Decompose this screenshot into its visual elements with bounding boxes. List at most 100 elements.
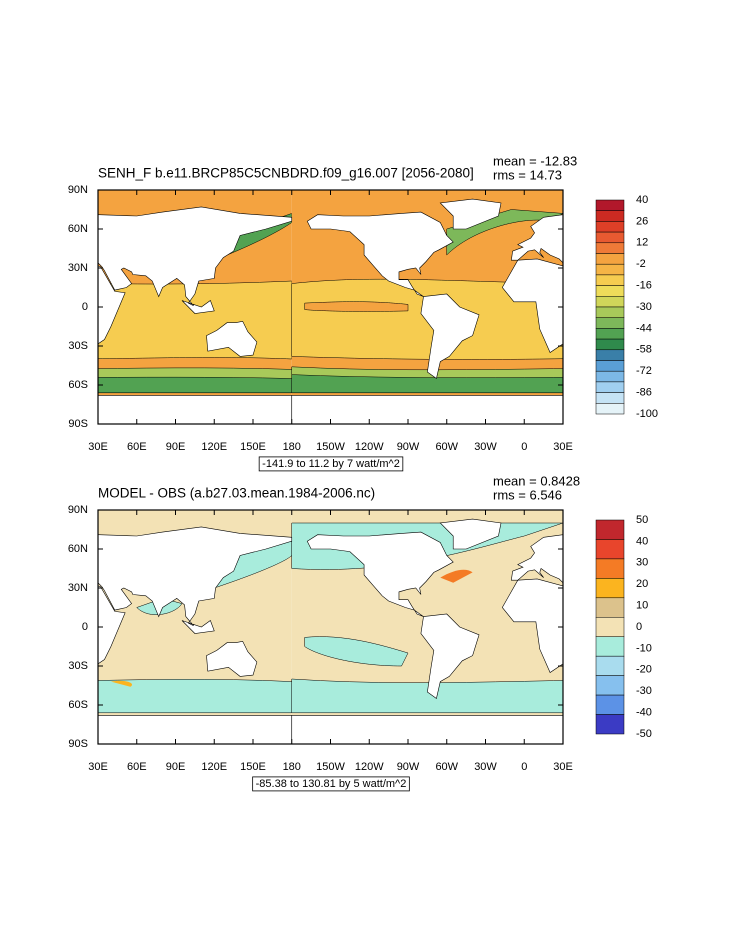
colorbar-label: 40 [636, 194, 648, 206]
colorbar-box [595, 285, 625, 297]
mean-stat: mean = 0.8428 [493, 473, 580, 488]
lon-label: 90W [397, 761, 420, 773]
colorbar-box [595, 597, 625, 618]
lon-label: 90E [166, 761, 186, 773]
colorbar-box [595, 694, 625, 715]
lat-label: 90S [68, 418, 88, 430]
colorbar-box [595, 381, 625, 393]
colorbar-label: -100 [636, 408, 658, 420]
colorbar-box [595, 199, 625, 211]
colorbar-box [595, 328, 625, 340]
lat-label: 60S [68, 699, 88, 711]
contour-info: -141.9 to 11.2 by 7 watt/m^2 [262, 458, 400, 470]
colorbar-box [595, 714, 625, 735]
colorbar-box [595, 578, 625, 599]
lat-label: 90N [68, 184, 88, 196]
colorbar-label: -86 [636, 387, 652, 399]
lon-label: 150W [316, 441, 345, 453]
colorbar-box [595, 539, 625, 560]
lon-label: 180 [283, 761, 301, 773]
lon-label: 120E [201, 441, 227, 453]
colorbar-label: -58 [636, 344, 652, 356]
lat-label: 60N [68, 543, 88, 555]
lon-label: 30E [553, 441, 573, 453]
colorbar-box [595, 392, 625, 404]
colorbar-label: 50 [636, 514, 648, 526]
colorbar-box [595, 317, 625, 329]
lon-label: 180 [283, 441, 301, 453]
colorbar-label: 30 [636, 557, 648, 569]
colorbar-box [595, 338, 625, 351]
colorbar-label: -72 [636, 365, 652, 377]
colorbar-label: -2 [636, 258, 646, 270]
colorbar-label: -50 [636, 728, 652, 740]
lon-label: 150E [240, 761, 266, 773]
colorbar-box [595, 360, 625, 372]
colorbar-box [595, 675, 625, 696]
colorbar-label: 40 [636, 535, 648, 547]
lon-label: 150W [316, 761, 345, 773]
lat-label: 60S [68, 379, 88, 391]
colorbar-box [595, 655, 625, 676]
lon-label: 0 [521, 761, 527, 773]
colorbar-box [595, 253, 625, 265]
colorbar-box [595, 263, 625, 276]
lon-label: 30E [88, 761, 108, 773]
colorbar-box [595, 370, 625, 383]
lon-label: 60E [127, 761, 147, 773]
colorbar-box [595, 558, 625, 579]
lon-label: 0 [521, 441, 527, 453]
colorbar-label: 26 [636, 215, 648, 227]
lon-label: 30W [474, 441, 497, 453]
colorbar-box [595, 221, 625, 233]
colorbar-label: 0 [636, 621, 642, 633]
colorbar-box [595, 617, 625, 637]
mean-stat: mean = -12.83 [493, 153, 577, 168]
lat-label: 90N [68, 504, 88, 516]
lon-label: 60W [435, 441, 458, 453]
lat-label: 0 [82, 621, 88, 633]
colorbar-box [595, 519, 625, 540]
colorbar-label: -16 [636, 280, 652, 292]
lon-label: 30E [88, 441, 108, 453]
lat-label: 30N [68, 262, 88, 274]
lon-label: 120W [355, 441, 384, 453]
colorbar-box [595, 274, 625, 286]
colorbar-label: -40 [636, 707, 652, 719]
lon-label: 90W [397, 441, 420, 453]
contour-info: -85.38 to 130.81 by 5 watt/m^2 [256, 778, 407, 790]
panel-title: MODEL - OBS (a.b27.03.mean.1984-2006.nc) [98, 486, 375, 501]
rms-stat: rms = 6.546 [493, 487, 562, 502]
colorbar-box [595, 403, 625, 415]
lon-label: 30W [474, 761, 497, 773]
lat-label: 30S [68, 660, 88, 672]
colorbar-box [595, 231, 625, 244]
colorbar-box [595, 296, 625, 308]
contour-info-box [258, 456, 404, 472]
colorbar-label: -20 [636, 664, 652, 676]
colorbar-box [595, 636, 625, 657]
lon-label: 150E [240, 441, 266, 453]
colorbar-box [595, 242, 625, 254]
lon-label: 90E [166, 441, 186, 453]
lon-label: 120E [201, 761, 227, 773]
contour-info-box [252, 776, 410, 792]
lat-label: 0 [82, 301, 88, 313]
lon-label: 60E [127, 441, 147, 453]
panel-title: SENH_F b.e11.BRCP85C5CNBDRD.f09_g16.007 … [98, 166, 474, 181]
colorbar-box [595, 349, 625, 361]
colorbar-label: -10 [636, 642, 652, 654]
lon-label: 30E [553, 761, 573, 773]
lat-label: 30N [68, 582, 88, 594]
lon-label: 60W [435, 761, 458, 773]
lat-label: 60N [68, 223, 88, 235]
lon-label: 120W [355, 761, 384, 773]
colorbar-label: 10 [636, 600, 648, 612]
lat-label: 30S [68, 340, 88, 352]
colorbar-label: 12 [636, 237, 648, 249]
rms-stat: rms = 14.73 [493, 167, 562, 182]
